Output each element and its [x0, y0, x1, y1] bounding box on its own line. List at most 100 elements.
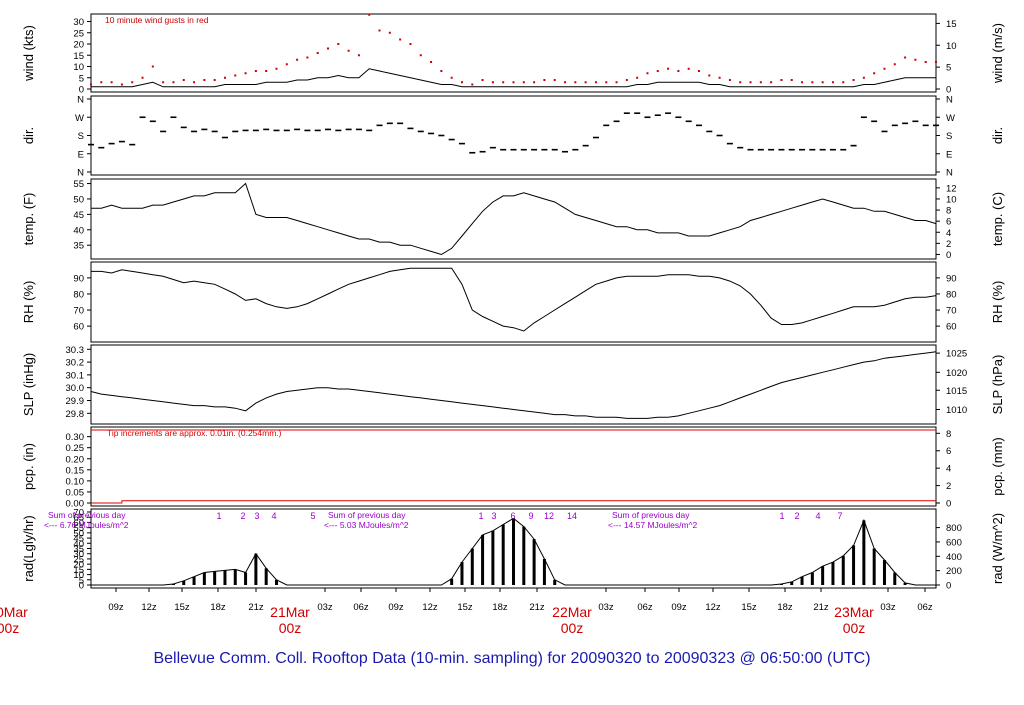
rad-hour-mark: 14	[567, 511, 577, 521]
dir-point	[355, 128, 362, 131]
dir-point	[304, 129, 311, 132]
ytick-label-left-wind: 15	[73, 51, 84, 62]
dir-point	[562, 150, 569, 153]
dir-point	[902, 122, 909, 125]
dir-point	[706, 130, 713, 133]
dir-point	[232, 130, 239, 133]
dir-point	[160, 130, 167, 133]
ytick-label-left-rad: 0	[79, 581, 84, 592]
wind-gust-point	[471, 83, 474, 86]
time-tick-label: 03z	[880, 602, 896, 613]
ytick-label-left-dir: W	[75, 113, 84, 124]
ytick-label-left-slp: 29.9	[66, 396, 85, 407]
ytick-label-right-rh: 60	[946, 322, 957, 333]
ytick-label-left-rad: 60	[73, 518, 84, 529]
ytick-label-right-wind: 10	[946, 41, 957, 52]
ytick-label-left-rad: 10	[73, 570, 84, 581]
ytick-label-right-rad: 200	[946, 566, 962, 577]
dir-point	[665, 112, 672, 114]
rad-hour-mark: 9	[528, 511, 533, 521]
dir-point	[747, 148, 754, 151]
panel-frame-dir	[90, 95, 937, 176]
ylabel-left-temp: temp. (F)	[21, 193, 36, 246]
dir-point	[469, 151, 476, 154]
ytick-label-right-slp: 1010	[946, 405, 967, 416]
time-tick-label: 21z	[248, 602, 264, 613]
wind-gust-point	[203, 79, 206, 81]
wind-gust-point	[368, 13, 371, 16]
dir-point	[531, 148, 538, 151]
ytick-label-left-dir: E	[78, 149, 84, 160]
wind-gust-point	[357, 54, 360, 57]
time-tick-label: 09z	[388, 602, 404, 613]
dir-point	[252, 129, 259, 132]
wind-gust-point	[574, 81, 577, 84]
date-label-top: 21Mar	[270, 604, 310, 620]
ytick-label-left-rh: 60	[73, 322, 84, 333]
ytick-label-right-rh: 80	[946, 289, 957, 300]
wind-gust-point	[842, 81, 845, 84]
ytick-label-right-dir: W	[946, 113, 955, 124]
time-tick-label: 12z	[705, 602, 721, 613]
wind-gust-point	[409, 43, 412, 45]
dir-point	[376, 124, 383, 127]
ytick-label-right-slp: 1015	[946, 386, 967, 397]
dir-point	[644, 116, 651, 119]
ytick-label-right-pcp: 6	[946, 446, 951, 457]
wind-gust-point	[120, 83, 123, 86]
wind-gust-point	[296, 58, 299, 61]
wind-gust-point	[337, 43, 340, 45]
time-tick-label: 18z	[210, 602, 226, 613]
ytick-label-left-rh: 90	[73, 273, 84, 284]
wind-gust-point	[388, 31, 391, 34]
ytick-label-left-pcp: 0.15	[66, 465, 85, 476]
wind-gust-point	[935, 61, 937, 63]
rad-outline	[91, 517, 936, 586]
rad-hour-mark: 3	[254, 511, 259, 521]
ylabel-right-wind: wind (m/s)	[990, 23, 1005, 84]
ytick-label-right-temp: 8	[946, 206, 951, 217]
wind-gust-point	[460, 81, 463, 84]
wind-gust-point	[801, 81, 804, 84]
wind-annotation: 10 minute wind gusts in red	[105, 15, 209, 25]
wind-gust-point	[213, 79, 216, 81]
wind-gust-point	[141, 76, 144, 79]
dir-point	[685, 120, 692, 123]
dir-point	[407, 127, 414, 130]
wind-gust-point	[667, 67, 670, 70]
ytick-label-left-slp: 29.8	[66, 409, 85, 420]
ylabel-left-dir: dir.	[21, 127, 36, 144]
date-label-top: 20Mar	[0, 604, 28, 620]
wind-gust-point	[594, 81, 597, 84]
wind-gust-point	[172, 81, 175, 84]
dir-point	[201, 128, 208, 131]
rad-note-title: Sum of previous day	[48, 510, 126, 520]
rad-note-title: Sum of previous day	[612, 510, 690, 520]
ytick-label-left-rad: 70	[73, 508, 84, 519]
wind-gust-point	[162, 81, 165, 84]
wind-gust-point	[883, 67, 886, 70]
dir-point	[242, 129, 249, 132]
dir-point	[840, 148, 847, 151]
ytick-label-right-temp: 0	[946, 250, 951, 261]
ytick-label-left-rad: 15	[73, 565, 84, 576]
wind-gust-point	[564, 81, 567, 84]
dir-point	[191, 130, 198, 133]
panel-frame-slp	[90, 344, 937, 425]
dir-point	[428, 132, 435, 135]
wind-gust-point	[759, 81, 762, 84]
ytick-label-right-pcp: 8	[946, 429, 951, 440]
wind-gust-point	[347, 49, 350, 52]
ytick-label-left-wind: 0	[79, 85, 84, 96]
wind-gust-point	[193, 81, 196, 84]
dir-point	[799, 148, 806, 151]
ytick-label-left-pcp: 0.00	[66, 499, 85, 510]
ytick-label-left-rad: 35	[73, 544, 84, 555]
wind-gust-point	[677, 70, 680, 72]
dir-point	[88, 143, 94, 146]
dir-point	[634, 112, 641, 114]
rad-hour-mark: 4	[271, 511, 276, 521]
dir-point	[221, 136, 228, 139]
date-label-bottom: 00z	[843, 620, 866, 636]
ylabel-right-temp: temp. (C)	[990, 192, 1005, 246]
